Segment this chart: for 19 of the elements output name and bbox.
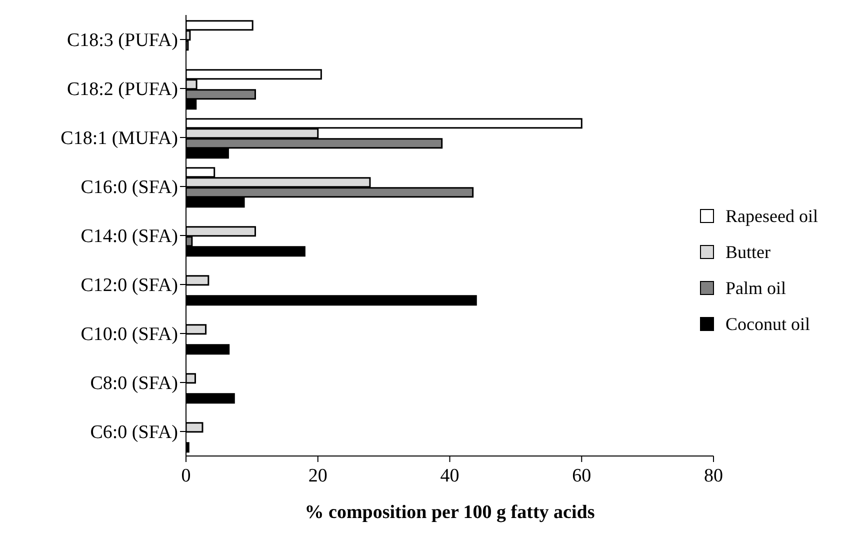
y-tick-label: C10:0 (SFA) <box>80 324 178 346</box>
y-tick-label: C8:0 (SFA) <box>90 373 178 394</box>
y-tick-label: C6:0 (SFA) <box>90 422 178 444</box>
x-tick-label: 20 <box>308 465 328 486</box>
x-tick-label: 60 <box>572 465 592 486</box>
legend-label: Butter <box>726 242 771 262</box>
legend-label: Rapeseed oil <box>726 206 818 226</box>
y-tick-label: C18:1 (MUFA) <box>60 128 178 150</box>
x-tick-label: 80 <box>704 465 724 486</box>
y-tick-label: C18:3 (PUFA) <box>66 30 178 52</box>
legend-label: Palm oil <box>726 278 786 298</box>
x-axis-title: % composition per 100 g fatty acids <box>304 502 595 523</box>
x-tick-label: 0 <box>181 465 191 486</box>
legend-label: Coconut oil <box>726 314 810 334</box>
y-tick-label: C14:0 (SFA) <box>80 226 178 248</box>
x-tick-label: 40 <box>440 465 460 486</box>
y-tick-label: C18:2 (PUFA) <box>66 79 178 100</box>
y-tick-label: C16:0 (SFA) <box>80 177 178 198</box>
y-tick-label: C12:0 (SFA) <box>80 275 178 296</box>
